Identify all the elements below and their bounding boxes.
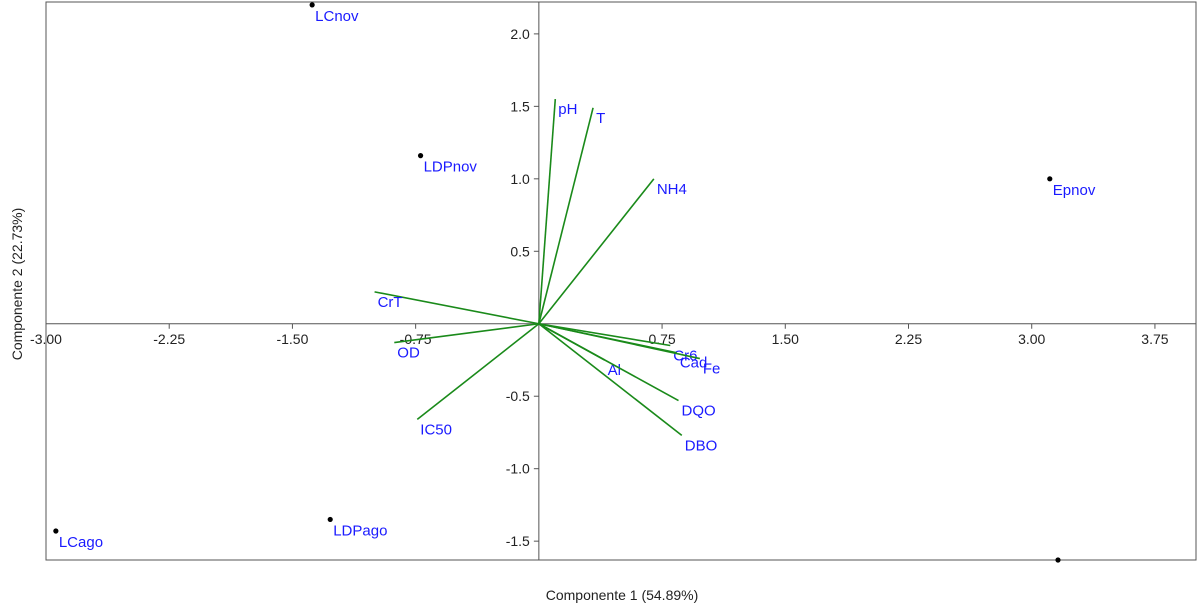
sample-label-lcago: LCago	[59, 534, 103, 551]
sample-point	[417, 153, 424, 159]
sample-label-epnov: Epnov	[1053, 182, 1096, 199]
loading-label-dbo: DBO	[685, 437, 718, 454]
loadings-layer: pHTNH4CrTODIC50Cr6CadFeAlDQODBO	[374, 99, 721, 454]
sample-label-ldpnov: LDPnov	[424, 159, 478, 176]
x-tick-label: 3.00	[1018, 331, 1045, 347]
sample-label-lcnov: LCnov	[315, 8, 359, 25]
loading-label-ph: pH	[558, 101, 577, 118]
loading-vector-od	[394, 322, 539, 344]
y-tick-label: 2.0	[510, 26, 530, 42]
loading-vector-dbo	[538, 323, 683, 436]
x-axis-title: Componente 1 (54.89%)	[546, 587, 699, 603]
axes-layer: -3.00 -2.25 -1.50 -0.75 0.75 1.50 2.25 3.00 3.75…	[30, 2, 1196, 560]
x-tick-label: 1.50	[772, 331, 799, 347]
sample-point	[1047, 176, 1053, 182]
x-tick-label: -1.50	[276, 331, 308, 347]
loading-label-dqo: DQO	[682, 403, 716, 420]
x-tick-label: 3.75	[1141, 331, 1168, 347]
y-tick-label: -1.5	[506, 533, 530, 549]
points-layer: LCnov LDPnov Epnov LCago LDPago	[53, 2, 1096, 563]
y-axis-title: Componente 2 (22.73%)	[9, 208, 25, 361]
sample-point	[53, 528, 59, 534]
x-tick-label: 2.25	[895, 331, 922, 347]
sample-point	[309, 2, 315, 8]
sample-point	[1055, 557, 1061, 563]
loading-label-od: OD	[397, 345, 420, 362]
loading-vector-cr6	[538, 322, 671, 347]
plot-frame	[45, 1, 1197, 561]
y-tick-label: 1.0	[510, 171, 530, 187]
loading-vector-fe	[538, 322, 701, 360]
loading-vector-dqo	[538, 323, 679, 402]
loading-label-cad: Cad	[680, 355, 708, 372]
loading-label-crt: CrT	[378, 294, 403, 311]
y-tick-label: 1.5	[510, 98, 530, 114]
loading-label-ic50: IC50	[420, 421, 452, 438]
sample-point	[327, 516, 333, 523]
loading-label-fe: Fe	[703, 361, 721, 378]
x-tick-label: -0.75	[400, 331, 432, 347]
loading-vector-ph	[538, 99, 557, 324]
loading-label-nh4: NH4	[657, 181, 687, 198]
loading-vector-t	[538, 107, 594, 324]
loading-vector-crt	[374, 291, 540, 325]
loading-vector-nh4	[538, 178, 655, 325]
loading-label-t: T	[596, 110, 605, 127]
y-tick-label: -0.5	[506, 388, 530, 404]
x-tick-label: -3.00	[30, 331, 62, 347]
sample-label-ldpago: LDPago	[333, 522, 387, 539]
loading-vector-ic50	[416, 323, 540, 421]
y-tick-label: 0.5	[510, 243, 530, 259]
x-tick-label: -2.25	[153, 331, 185, 347]
y-tick-label: -1.0	[506, 461, 530, 477]
